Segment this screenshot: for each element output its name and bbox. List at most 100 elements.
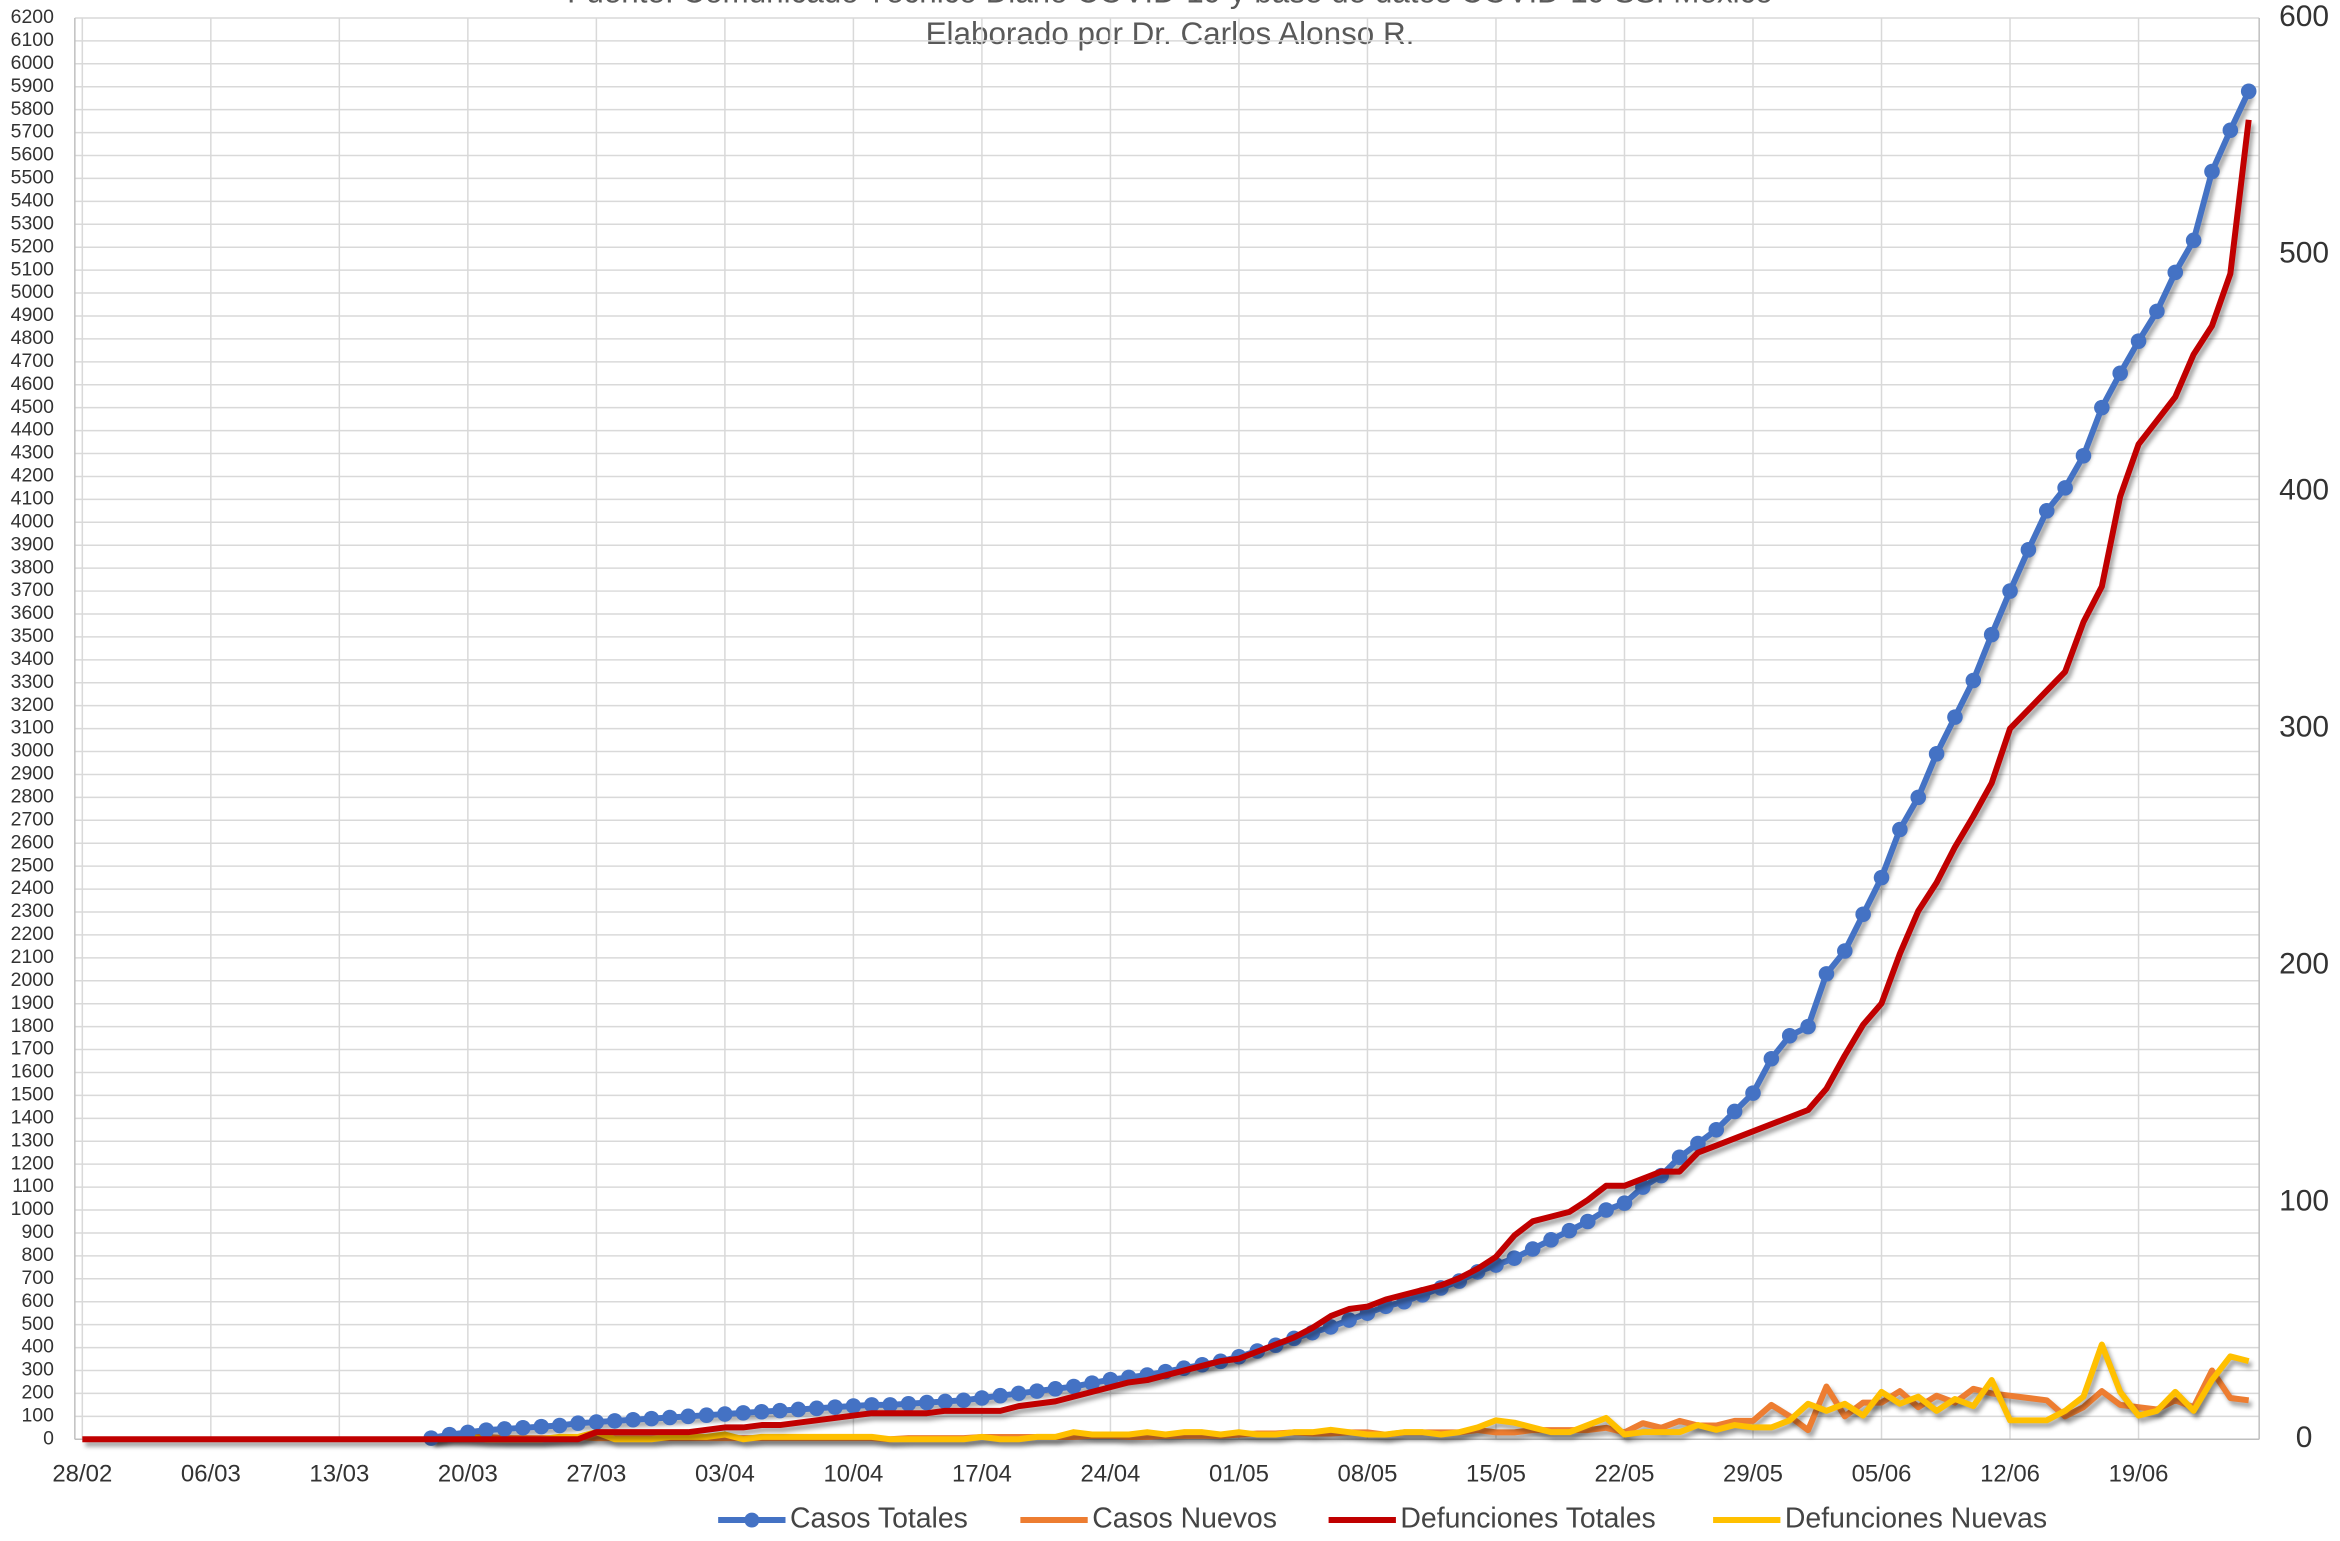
y-tick-label: 5900 — [11, 75, 54, 97]
y-tick-label: 3400 — [11, 648, 54, 670]
data-point — [1855, 906, 1871, 923]
y-tick-label: 2600 — [11, 831, 54, 853]
y-tick-label: 4200 — [11, 465, 54, 487]
data-point — [2075, 448, 2092, 464]
y-tick-label: 1300 — [11, 1129, 54, 1151]
data-point — [753, 1403, 770, 1420]
y-tick-label: 1800 — [11, 1015, 54, 1037]
y-tick-label: 2000 — [11, 969, 54, 991]
y-tick-label: 4400 — [11, 419, 54, 441]
y-tick-label: 2500 — [11, 854, 54, 876]
data-point — [625, 1411, 641, 1428]
x-tick-label: 10/04 — [823, 1460, 883, 1487]
data-point — [2149, 303, 2165, 320]
data-point — [882, 1397, 898, 1413]
data-point — [1983, 626, 2000, 643]
x-tick-label: 20/03 — [438, 1460, 498, 1487]
y-tick-label: 1000 — [11, 1198, 54, 1220]
data-point — [698, 1407, 715, 1423]
data-point — [1341, 1312, 1357, 1328]
data-point — [974, 1390, 990, 1406]
y-tick-label: 5600 — [11, 144, 54, 166]
data-point — [2130, 333, 2147, 349]
x-tick-label: 08/05 — [1338, 1460, 1398, 1487]
data-point — [2185, 232, 2202, 249]
data-point — [606, 1413, 623, 1429]
y-tick-label: 4700 — [11, 350, 54, 372]
y2-tick-label: 100 — [2279, 1184, 2329, 1217]
data-point — [643, 1410, 660, 1427]
data-point — [863, 1397, 880, 1413]
y-tick-label: 1400 — [11, 1106, 54, 1128]
legend-label: Defunciones Nuevas — [1785, 1503, 2047, 1535]
y-tick-label: 6200 — [11, 6, 54, 28]
y-tick-label: 1900 — [11, 992, 54, 1014]
y-tick-label: 5700 — [11, 121, 54, 143]
series-line — [82, 119, 2252, 1443]
y-tick-label: 4500 — [11, 396, 54, 418]
data-point — [1708, 1122, 1725, 1138]
data-point — [1047, 1381, 1064, 1397]
x-tick-label: 15/05 — [1466, 1460, 1526, 1487]
data-point — [2240, 83, 2257, 100]
y-tick-label: 1600 — [11, 1061, 54, 1083]
data-point — [478, 1422, 495, 1438]
x-tick-label: 12/06 — [1980, 1460, 2040, 1487]
y2-tick-label: 0 — [2296, 1421, 2313, 1454]
y-tick-label: 900 — [21, 1221, 54, 1243]
y-tick-label: 400 — [21, 1336, 54, 1358]
series-line — [430, 90, 2252, 1442]
data-point — [2222, 122, 2239, 139]
x-tick-label: 28/02 — [52, 1460, 112, 1487]
legend-label: Defunciones Totales — [1400, 1503, 1655, 1535]
y-tick-label: 700 — [21, 1267, 54, 1289]
data-point — [827, 1399, 843, 1415]
data-point — [496, 1421, 513, 1437]
y-tick-label: 2800 — [11, 786, 54, 808]
y-tick-label: 5500 — [11, 167, 54, 189]
y-tick-label: 3300 — [11, 671, 54, 693]
data-point — [662, 1409, 678, 1426]
data-point — [680, 1408, 696, 1425]
data-point — [1763, 1050, 1780, 1067]
y-tick-label: 0 — [43, 1427, 54, 1449]
y-tick-label: 5100 — [11, 258, 54, 280]
y-tick-label: 1200 — [11, 1152, 54, 1174]
legend-label: Casos Nuevos — [1092, 1503, 1277, 1535]
y2-tick-label: 600 — [2279, 0, 2329, 33]
data-point — [1910, 789, 1927, 806]
data-point — [1084, 1375, 1100, 1391]
data-point — [1524, 1241, 1541, 1257]
data-point — [1781, 1028, 1798, 1044]
y-tick-label: 5000 — [11, 281, 54, 303]
data-point — [2094, 399, 2110, 416]
y-tick-label: 800 — [21, 1244, 54, 1266]
y-tick-label: 3700 — [11, 579, 54, 601]
legend-label: Casos Totales — [790, 1503, 968, 1535]
y-tick-label: 500 — [21, 1313, 54, 1335]
y-tick-label: 4300 — [11, 442, 54, 464]
y-tick-label: 3600 — [11, 602, 54, 624]
data-point — [1745, 1085, 1761, 1101]
y-tick-label: 2100 — [11, 946, 54, 968]
x-tick-label: 27/03 — [566, 1460, 626, 1487]
data-point — [533, 1418, 550, 1435]
data-point — [2002, 583, 2018, 599]
series-line — [430, 1341, 2250, 1443]
data-point — [1818, 966, 1835, 982]
data-point — [1029, 1383, 1045, 1399]
data-point — [900, 1395, 917, 1412]
data-point — [1506, 1250, 1523, 1266]
y-tick-label: 1700 — [11, 1038, 54, 1060]
data-point — [570, 1415, 586, 1431]
legend-marker — [744, 1512, 760, 1528]
data-point — [2020, 542, 2037, 558]
chart-title: Fuente: Comunicado Técnico Diario COVID-… — [567, 0, 1773, 9]
data-point — [1690, 1135, 1706, 1152]
y-tick-label: 2700 — [11, 808, 54, 830]
data-point — [790, 1401, 807, 1418]
y-tick-label: 2200 — [11, 923, 54, 945]
data-point — [717, 1406, 733, 1422]
y-tick-label: 6100 — [11, 29, 54, 51]
